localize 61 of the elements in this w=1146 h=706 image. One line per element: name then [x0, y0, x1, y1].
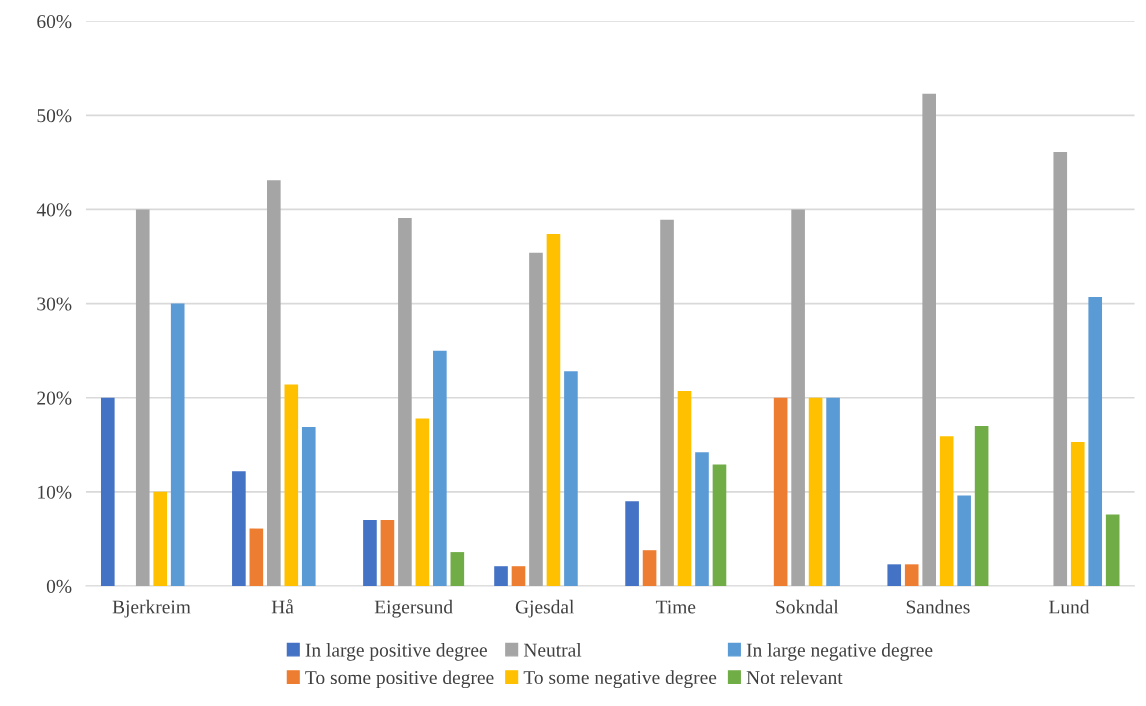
bar — [1105, 514, 1120, 586]
bar — [660, 219, 674, 586]
bar — [1053, 152, 1068, 586]
bar — [625, 501, 639, 586]
bar — [100, 397, 115, 586]
bar — [939, 436, 954, 586]
x-tick-label: Hå — [271, 599, 294, 614]
bar — [808, 397, 823, 586]
bar — [153, 491, 168, 586]
y-tick-label: 30% — [37, 297, 72, 311]
legend-label: In large positive degree — [305, 643, 487, 661]
bar — [904, 564, 919, 586]
x-tick-label: Sandnes — [906, 599, 970, 614]
x-tick-label: Lund — [1049, 599, 1090, 614]
legend-label: Not relevant — [746, 670, 843, 685]
bar — [695, 452, 709, 586]
legend-label: To some negative degree — [523, 670, 717, 689]
x-tick-label: Sokndal — [776, 599, 839, 614]
bar — [450, 552, 465, 586]
bar — [1088, 296, 1103, 586]
bar — [249, 528, 264, 586]
legend-label: To some positive degree — [305, 670, 494, 689]
bar — [494, 566, 508, 586]
legend-label: In large negative degree — [746, 643, 933, 661]
bar — [380, 520, 395, 586]
legend-label: Neutral — [523, 643, 582, 657]
bar — [826, 397, 840, 586]
bar — [642, 550, 657, 586]
y-tick-label: 0% — [46, 579, 72, 593]
y-tick-label: 10% — [38, 485, 72, 499]
bar — [791, 209, 805, 586]
bar — [301, 426, 316, 586]
bar — [922, 93, 937, 586]
bar — [564, 371, 578, 586]
y-tick-label: 40% — [36, 203, 72, 217]
bar — [135, 209, 150, 586]
bar — [1070, 441, 1085, 586]
bar — [957, 495, 971, 586]
bar — [284, 384, 299, 586]
x-tick-label: Gjesdal — [515, 599, 575, 618]
bar — [433, 350, 447, 586]
bar — [677, 391, 692, 586]
x-tick-label: Bjerkreim — [112, 599, 191, 618]
y-tick-label: 20% — [37, 391, 72, 405]
bar — [267, 180, 281, 586]
bar — [773, 397, 788, 586]
bar — [398, 217, 412, 586]
x-tick-label: Time — [655, 600, 696, 614]
bar — [546, 233, 561, 586]
bar — [974, 425, 989, 586]
y-tick-label: 50% — [37, 109, 72, 123]
bar — [511, 566, 526, 586]
bar — [170, 303, 185, 586]
x-tick-label: Eigersund — [374, 599, 453, 618]
bar — [887, 564, 902, 586]
y-tick-label: 60% — [37, 15, 72, 29]
bar — [415, 418, 430, 586]
bar — [712, 464, 727, 586]
bar — [232, 471, 246, 586]
bar — [529, 252, 543, 586]
bar — [363, 520, 377, 586]
